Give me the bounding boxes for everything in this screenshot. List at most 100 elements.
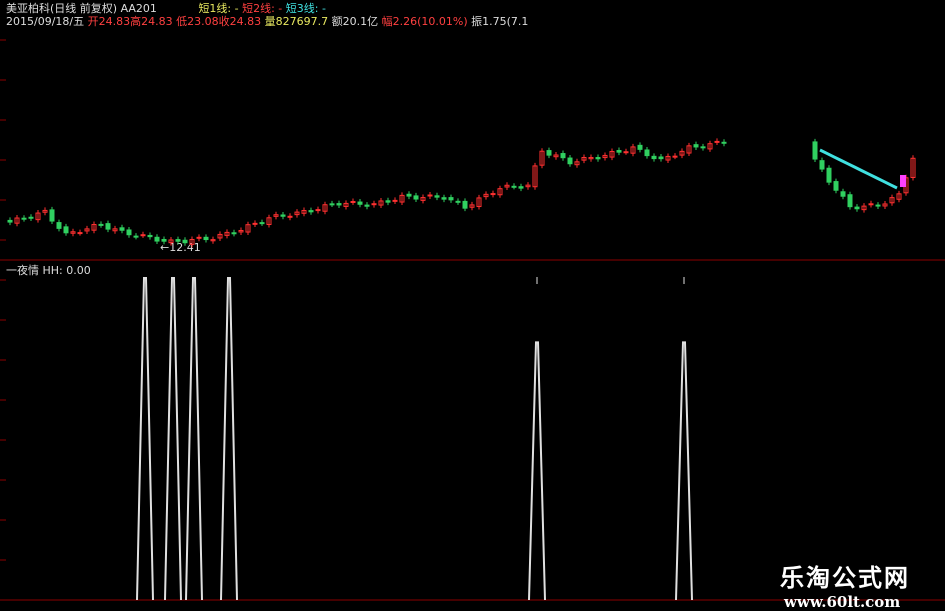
candle [21, 217, 27, 220]
candle [63, 226, 69, 234]
candle [434, 195, 440, 198]
signal-spike [136, 277, 154, 601]
candle [280, 214, 286, 217]
candle [49, 209, 55, 222]
candle [812, 141, 818, 160]
candle [427, 194, 433, 197]
candle [546, 150, 552, 156]
candle [448, 197, 454, 201]
candle [343, 202, 349, 207]
amount: 额20.1亿 [331, 15, 379, 28]
chart-header-line1: 美亚柏科(日线 前复权) AA201 短1线: - 短2线: - 短3线: - [6, 0, 326, 16]
candle [406, 193, 412, 197]
candle [609, 150, 615, 158]
candle [532, 165, 538, 188]
candle [182, 239, 188, 244]
candle [112, 228, 118, 232]
high: 高24.83 [130, 15, 173, 28]
ma3-label: 短3线: - [285, 2, 326, 15]
candle [238, 229, 244, 233]
candle [413, 195, 419, 200]
candle [469, 204, 475, 208]
candle [833, 181, 839, 191]
candle [854, 206, 860, 210]
candle [868, 203, 874, 206]
highlight-marker [900, 175, 906, 187]
signal-spike [528, 341, 546, 601]
close: 收24.83 [218, 15, 262, 28]
change: 幅2.26(10.01%) [381, 15, 468, 28]
candle [147, 234, 153, 238]
watermark: 乐淘公式网 www.60lt.com [780, 558, 910, 611]
candle [665, 155, 671, 161]
candle [497, 188, 503, 196]
candle [819, 160, 825, 170]
low: 低23.08 [176, 15, 219, 28]
candle [315, 209, 321, 212]
low-marker: ←12.41 [160, 241, 201, 254]
candle [35, 212, 41, 221]
candle [826, 167, 832, 183]
candle [462, 200, 468, 209]
candle [224, 231, 230, 236]
candle [301, 210, 307, 214]
candle [896, 193, 902, 200]
candle [882, 203, 888, 207]
candle [105, 223, 111, 230]
candle [287, 215, 293, 218]
candle [161, 238, 167, 242]
candle [847, 194, 853, 208]
candle [616, 150, 622, 153]
candle [322, 204, 328, 212]
candle [175, 239, 181, 242]
candle [686, 145, 692, 154]
candle [203, 236, 209, 241]
candle [350, 201, 356, 204]
candle [371, 203, 377, 206]
candle [637, 144, 643, 150]
candle [889, 197, 895, 204]
candle [658, 156, 664, 160]
candle [483, 193, 489, 198]
candle [364, 204, 370, 207]
candle [77, 232, 83, 235]
candle [336, 203, 342, 206]
candle [196, 236, 202, 239]
candle [294, 211, 300, 216]
candle [98, 223, 104, 226]
stock-name: 美亚柏科(日线 前复权) AA201 [6, 2, 157, 15]
candle [140, 234, 146, 237]
candle [84, 228, 90, 232]
candle [630, 146, 636, 154]
candle [504, 184, 510, 188]
candle [539, 150, 545, 166]
candle [357, 201, 363, 205]
candle [189, 239, 195, 245]
ma1-label: 短1线: - [198, 2, 239, 15]
candle [651, 155, 657, 160]
candle [252, 222, 258, 225]
candle [441, 197, 447, 200]
chart-header-line2: 2015/09/18/五 开24.83高24.83 低23.08收24.83 量… [6, 13, 528, 29]
candle [560, 153, 566, 159]
candle [154, 236, 160, 242]
candle [910, 157, 916, 178]
candle [700, 146, 706, 149]
candle [861, 205, 867, 211]
candle [119, 227, 125, 231]
candle [28, 216, 34, 219]
candle [567, 157, 573, 165]
candle [133, 235, 139, 238]
candle [455, 200, 461, 203]
candle [679, 150, 685, 156]
candle [588, 157, 594, 160]
candle [70, 231, 76, 234]
candle [245, 224, 251, 233]
candle [56, 222, 62, 229]
date: 2015/09/18/五 [6, 15, 85, 28]
candle [266, 217, 272, 226]
candle [231, 232, 237, 235]
candle [707, 143, 713, 150]
candle [644, 149, 650, 157]
